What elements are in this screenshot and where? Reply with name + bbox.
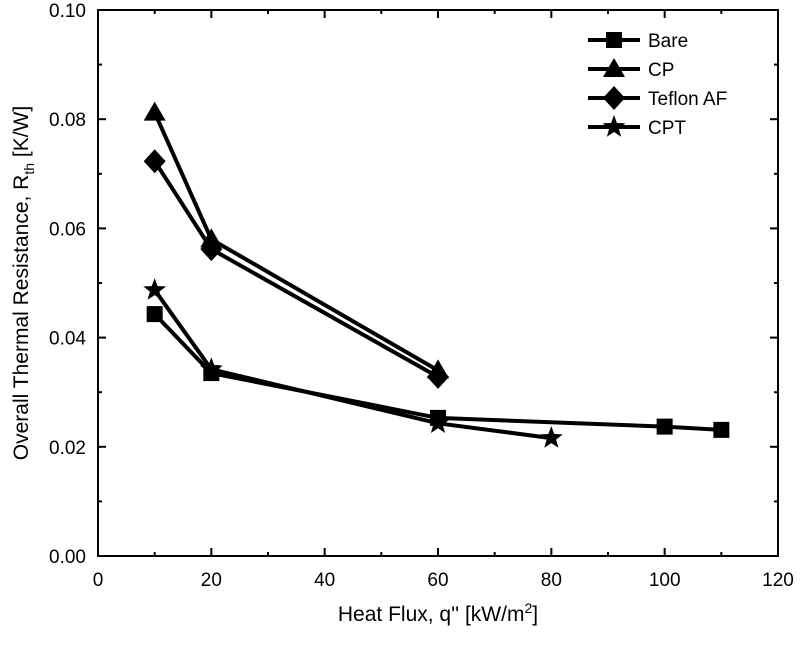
square-marker (146, 306, 163, 323)
y-tick-label: 0.00 (49, 547, 86, 568)
triangle-marker (603, 58, 625, 77)
series-line (152, 111, 440, 373)
x-axis-label: Heat Flux, q'' [kW/m2] (338, 600, 538, 626)
series-teflon-af (143, 149, 449, 389)
x-tick-label: 100 (649, 570, 681, 591)
series-line (153, 288, 552, 441)
y-tick-label: 0.08 (49, 110, 86, 131)
legend-item: CP (588, 58, 674, 81)
x-tick-label: 80 (541, 570, 562, 591)
star-marker (602, 115, 626, 137)
star-marker (199, 357, 223, 379)
diamond-marker (143, 149, 166, 174)
legend-label: CPT (648, 118, 686, 139)
legend-item: Teflon AF (588, 86, 727, 110)
x-tick-label: 20 (201, 570, 222, 591)
series-cpt (143, 278, 563, 448)
legend-label: CP (648, 60, 674, 81)
y-tick-label: 0.04 (49, 329, 86, 350)
diamond-marker (603, 86, 625, 110)
x-tick-label: 60 (427, 570, 448, 591)
legend-item: CPT (588, 115, 686, 139)
star-marker (426, 411, 450, 433)
triangle-marker (143, 101, 166, 121)
series-group (143, 101, 730, 448)
diamond-marker (200, 237, 223, 262)
legend-label: Teflon AF (648, 89, 727, 110)
y-axis-label: Overall Thermal Resistance, Rth [K/W] (10, 106, 37, 460)
square-marker (713, 421, 730, 438)
y-tick-label: 0.10 (49, 1, 86, 22)
axis-ticks: 0 20 40 60 80 100 120 0.00 0.02 0.04 0.06 0.08 0.10 (49, 1, 794, 591)
star-marker (539, 426, 563, 448)
diamond-marker (427, 364, 449, 389)
x-tick-label: 40 (314, 570, 335, 591)
x-tick-label: 120 (762, 570, 794, 591)
legend: Bare CP Teflon AF CPT (588, 31, 727, 139)
square-marker (606, 32, 622, 48)
x-tick-label: 0 (93, 570, 104, 591)
legend-label: Bare (648, 31, 688, 52)
star-marker (143, 278, 167, 300)
y-tick-label: 0.02 (49, 438, 86, 459)
square-marker (656, 418, 673, 435)
legend-item: Bare (588, 31, 688, 52)
y-tick-label: 0.06 (49, 219, 86, 240)
